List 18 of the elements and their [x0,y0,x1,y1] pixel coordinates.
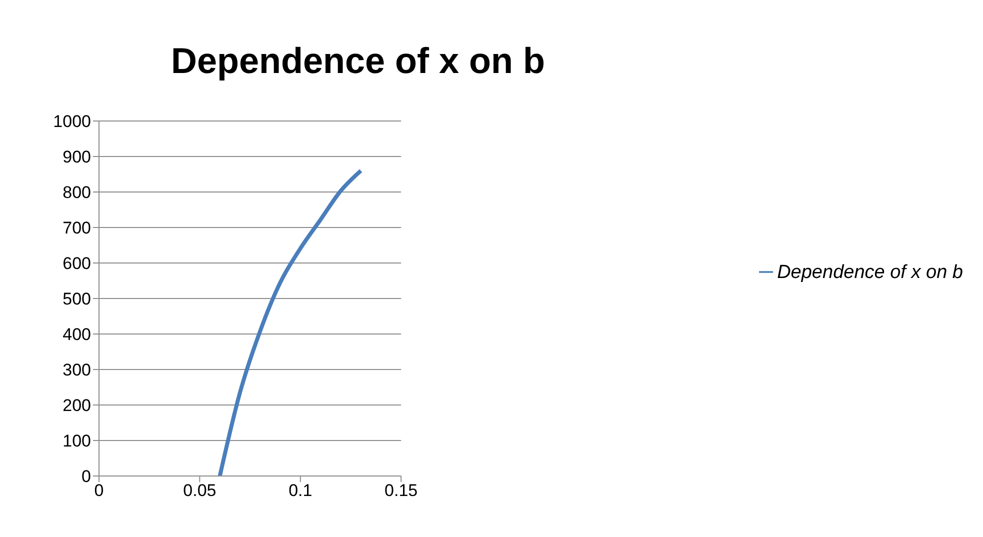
x-tick-label: 0.15 [384,481,418,500]
legend-label: Dependence of x on b [777,262,963,282]
y-tick-label: 200 [62,396,91,416]
y-tick-label: 0 [82,467,91,486]
y-tick-label: 900 [62,148,91,167]
x-tick-label: 0.05 [183,481,216,500]
y-tick-label: 400 [62,325,91,344]
line-series [218,168,363,476]
y-tick-label: 1000 [53,112,91,132]
y-tick-label: 800 [62,183,91,202]
chart-title: Dependence of x on b [170,40,546,82]
x-tick-label: 0.1 [288,481,312,500]
x-tick-label: 0 [94,481,104,500]
y-tick-label: 500 [62,290,91,309]
y-tick-label: 100 [62,432,91,451]
y-tick-label: 600 [62,254,91,274]
y-tick-label: 300 [62,360,91,380]
y-tick-label: 700 [62,218,91,238]
